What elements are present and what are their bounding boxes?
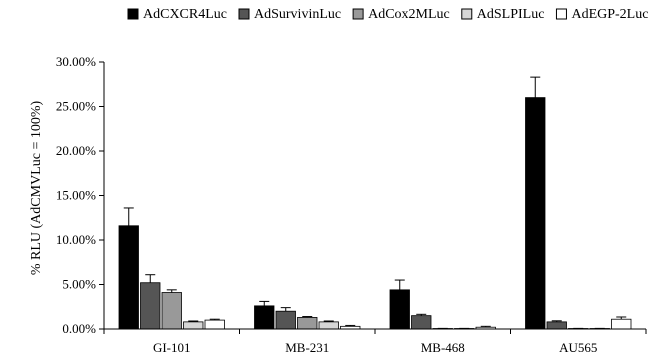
legend: AdCXCR4Luc AdSurvivinLuc AdCox2MLuc AdSLPIL… — [127, 7, 648, 22]
legend-item: AdSurvivinLuc — [238, 7, 341, 22]
bar — [411, 315, 432, 330]
bar — [183, 321, 204, 330]
y-tick-label: 25.00% — [56, 99, 96, 114]
legend-item: AdSLPILuc — [461, 7, 545, 22]
bar — [118, 225, 139, 330]
y-axis-title: % RLU (AdCMVLuc = 100%) — [29, 101, 44, 276]
y-tick-label: 0.00% — [62, 321, 96, 336]
bar — [389, 289, 410, 330]
bar — [611, 318, 632, 330]
bar — [525, 97, 546, 330]
bar — [254, 305, 275, 330]
legend-label: AdCox2MLuc — [368, 7, 450, 22]
x-tick-label: GI-101 — [153, 340, 191, 355]
x-axis: GI-101 MB-231 MB-468 AU565 — [103, 328, 647, 355]
legend-item: AdCXCR4Luc — [127, 7, 227, 22]
legend-item: AdCox2MLuc — [352, 7, 450, 22]
y-axis: 0.00% 5.00% 10.00% 15.00% 20.00% 25.00% 30.00% — [56, 54, 105, 336]
legend-item: AdEGP-2Luc — [555, 7, 648, 22]
x-tick-label: AU565 — [559, 340, 597, 355]
x-tick-label: MB-231 — [285, 340, 329, 355]
bar — [297, 317, 318, 330]
legend-label: AdSurvivinLuc — [254, 7, 341, 22]
legend-swatch — [238, 8, 250, 20]
x-tick-label: MB-468 — [421, 340, 465, 355]
bar — [140, 282, 161, 330]
y-tick-label: 10.00% — [56, 232, 96, 247]
bar — [204, 319, 225, 330]
bar — [546, 321, 567, 330]
bar — [161, 292, 182, 330]
y-tick-label: 5.00% — [62, 277, 96, 292]
legend-swatch — [555, 8, 567, 20]
legend-swatch — [461, 8, 473, 20]
legend-swatch — [352, 8, 364, 20]
bar — [275, 310, 296, 330]
legend-label: AdSLPILuc — [477, 7, 545, 22]
bars — [118, 76, 632, 330]
y-tick-label: 30.00% — [56, 54, 96, 69]
y-tick-label: 20.00% — [56, 143, 96, 158]
legend-label: AdEGP-2Luc — [571, 7, 648, 22]
legend-label: AdCXCR4Luc — [143, 7, 227, 22]
y-tick-label: 15.00% — [56, 188, 96, 203]
legend-swatch — [127, 8, 139, 20]
bar — [318, 321, 339, 330]
